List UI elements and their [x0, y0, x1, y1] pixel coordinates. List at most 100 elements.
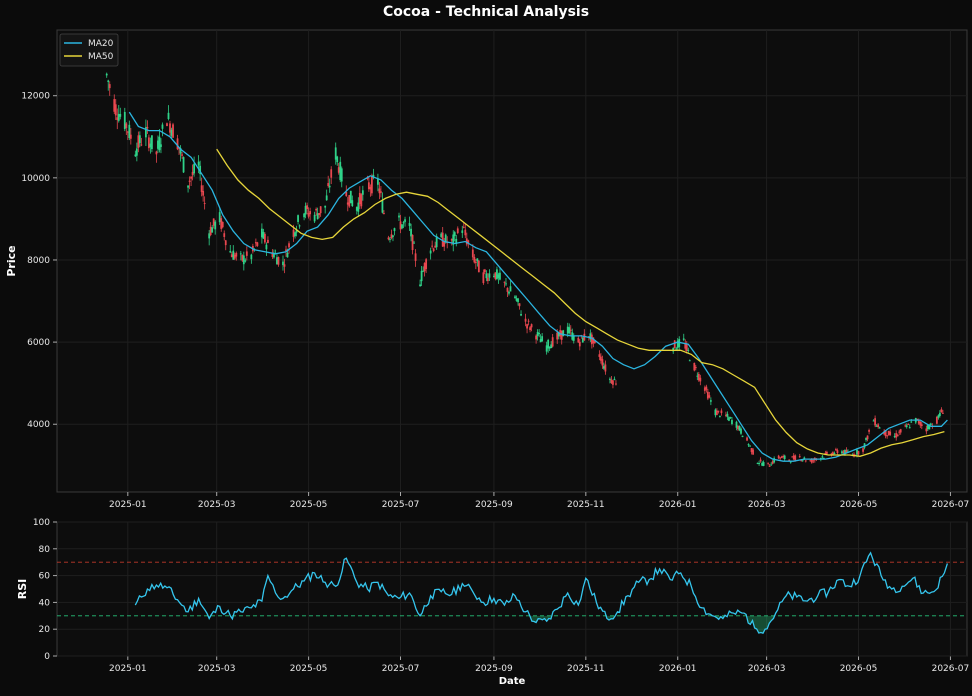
candle-body — [313, 214, 316, 222]
candle-body — [929, 423, 932, 425]
candle-body — [717, 410, 720, 412]
rsi-y-tick-label: 60 — [39, 572, 51, 582]
candle-body — [146, 126, 149, 129]
candle-body — [878, 427, 881, 429]
candle-body — [581, 337, 584, 343]
candle-body — [250, 254, 253, 260]
candle-body — [170, 129, 173, 136]
candle-body — [883, 431, 886, 435]
candle-body — [161, 124, 164, 129]
candle-body — [709, 400, 712, 402]
candle-body — [832, 452, 834, 455]
candle-body — [756, 462, 759, 464]
candle-body — [453, 232, 456, 237]
candle-body — [577, 337, 580, 343]
candle-body — [370, 176, 373, 194]
candle-body — [140, 144, 143, 146]
candle-body — [295, 229, 298, 233]
candle-body — [387, 237, 390, 240]
candle-body — [486, 277, 489, 282]
candle-body — [862, 448, 864, 452]
price-y-tick-label: 4000 — [27, 420, 50, 430]
candle-body — [473, 256, 476, 263]
candle-body — [483, 269, 486, 273]
candle-body — [825, 451, 828, 454]
candle-body — [283, 264, 286, 267]
candle-body — [865, 437, 867, 440]
candle-body — [801, 459, 804, 461]
candle-body — [464, 229, 467, 236]
candle-body — [309, 211, 312, 215]
candle-body — [267, 239, 269, 243]
ma20-line — [128, 111, 948, 462]
rsi-x-tick-label: 2026-07 — [932, 664, 970, 674]
candle-body — [697, 373, 700, 381]
candle-body — [773, 458, 776, 463]
candle-body — [782, 456, 785, 458]
candle-body — [875, 425, 878, 427]
candle-body — [937, 415, 940, 418]
candle-body — [547, 339, 550, 349]
candle-body — [123, 111, 126, 129]
candle-body — [316, 213, 319, 220]
candle-body — [524, 318, 527, 322]
candle-body — [292, 229, 295, 237]
candle-body — [779, 457, 782, 459]
candle-body — [477, 260, 480, 273]
candle-body — [503, 281, 506, 283]
candle-body — [358, 192, 361, 205]
candle-body — [398, 215, 400, 218]
candle-body — [126, 131, 129, 133]
candle-body — [218, 212, 221, 223]
candle-body — [220, 218, 223, 229]
candle-body — [360, 194, 363, 207]
candle-body — [334, 147, 337, 160]
candle-body — [771, 461, 774, 464]
candle-body — [114, 104, 117, 116]
candle-body — [578, 341, 581, 347]
candle-body — [119, 113, 122, 117]
candle-body — [393, 228, 396, 232]
candle-body — [919, 421, 922, 426]
candle-body — [515, 298, 518, 301]
candle-body — [443, 241, 446, 247]
candle-body — [810, 458, 813, 463]
candle-body — [135, 148, 138, 156]
candle-body — [678, 339, 681, 348]
candle-body — [441, 232, 444, 247]
candle-body — [265, 244, 268, 250]
candle-body — [783, 455, 786, 460]
candle-body — [896, 434, 899, 437]
candle-body — [688, 360, 691, 362]
candle-body — [108, 84, 111, 89]
rsi-x-tick-label: 2025-03 — [198, 664, 236, 674]
candle-body — [273, 253, 275, 258]
candle-body — [601, 359, 604, 366]
candle-body — [367, 182, 370, 190]
ma50-line — [216, 148, 945, 457]
candle-body — [675, 348, 678, 350]
candle-body — [609, 378, 611, 380]
candle-body — [740, 428, 742, 434]
candle-body — [496, 269, 498, 280]
candle-body — [857, 451, 860, 455]
candle-body — [157, 140, 159, 149]
candle-body — [548, 346, 551, 349]
rsi-x-tick-label: 2025-05 — [290, 664, 328, 674]
candle-body — [874, 418, 876, 426]
candle-body — [190, 176, 192, 179]
candle-body — [768, 465, 771, 467]
candle-body — [940, 409, 943, 413]
candle-body — [383, 212, 385, 214]
candle-body — [134, 154, 137, 157]
rsi-y-tick-label: 40 — [39, 598, 51, 608]
candle-body — [271, 252, 274, 257]
candle-body — [735, 421, 738, 428]
candle-body — [191, 171, 194, 175]
candle-body — [399, 221, 402, 230]
chart-title: Cocoa - Technical Analysis — [382, 4, 590, 20]
candle-body — [349, 190, 352, 204]
candle-body — [151, 135, 153, 150]
candle-body — [592, 337, 595, 344]
